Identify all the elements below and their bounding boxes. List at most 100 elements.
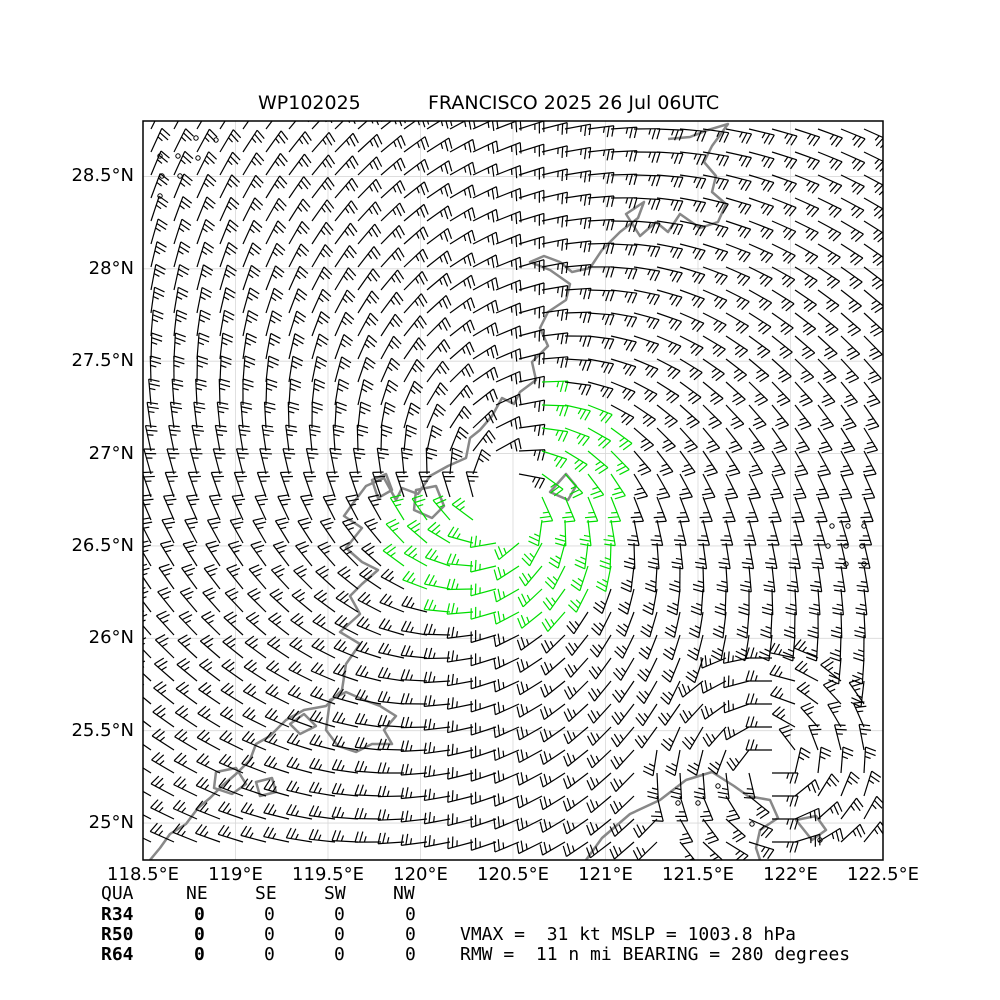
wind-barb <box>748 795 770 819</box>
wind-barb <box>542 588 566 611</box>
wind-barb <box>794 450 809 477</box>
wind-barb <box>161 517 176 544</box>
wind-barb <box>725 335 749 358</box>
wind-barb <box>263 826 290 843</box>
calm-wind-marker <box>843 561 849 567</box>
wind-barb <box>334 311 355 337</box>
wind-barb <box>380 269 405 291</box>
wind-barb <box>334 245 357 268</box>
wind-barb <box>380 135 406 153</box>
wind-barb <box>288 176 312 199</box>
wind-barb <box>587 242 615 255</box>
calm-wind-marker <box>675 800 681 806</box>
wind-barb <box>493 565 520 581</box>
wind-barb <box>259 448 272 475</box>
wind-barb <box>725 220 752 239</box>
calm-wind-marker <box>861 523 867 529</box>
wind-barb <box>426 339 451 360</box>
wind-barb <box>656 312 683 331</box>
table-cell: 0 <box>405 924 416 945</box>
wind-barb <box>679 841 696 860</box>
wind-barb <box>470 606 497 620</box>
wind-barb <box>702 197 729 214</box>
calm-wind-marker <box>213 137 219 143</box>
wind-barb <box>472 186 499 200</box>
wind-barb <box>389 494 405 521</box>
wind-barb <box>836 519 850 546</box>
wind-barb <box>173 196 193 222</box>
wind-barb <box>633 289 660 306</box>
wind-barb <box>794 197 820 218</box>
wind-barb <box>470 768 497 782</box>
wind-barb <box>723 675 750 689</box>
wind-barb <box>758 634 773 662</box>
wind-barb <box>242 152 265 176</box>
wind-barb <box>182 540 198 567</box>
wind-barb <box>219 121 226 130</box>
wind-barb <box>317 541 336 567</box>
wind-barb <box>240 401 253 429</box>
wind-barb <box>355 640 382 659</box>
wind-barb <box>679 473 693 500</box>
wind-barb <box>679 427 698 453</box>
wind-barb <box>309 734 336 751</box>
wind-barb <box>150 332 163 360</box>
wind-barb <box>516 794 543 809</box>
wind-barb <box>201 611 221 636</box>
wind-barb <box>400 787 428 800</box>
wind-barb <box>377 714 405 728</box>
wind-barb <box>379 593 405 613</box>
wind-barb <box>611 703 635 726</box>
wind-barb <box>587 125 615 138</box>
wind-barb <box>817 801 843 820</box>
wind-barb <box>337 566 359 590</box>
wind-barb <box>377 666 405 682</box>
wind-barb <box>518 143 545 157</box>
wind-barb <box>447 767 474 780</box>
wind-barb <box>620 565 635 593</box>
wind-barb <box>311 154 336 176</box>
wind-barb <box>252 517 267 544</box>
wind-barb <box>516 680 543 696</box>
wind-barb <box>702 335 726 358</box>
wind-barb <box>516 772 543 786</box>
wind-barb <box>279 471 293 498</box>
wind-barb <box>333 639 359 659</box>
wind-barb <box>610 404 635 426</box>
wind-barb <box>794 660 819 682</box>
wind-barb <box>380 291 404 314</box>
wind-barb <box>472 449 491 475</box>
wind-barb <box>794 266 818 289</box>
calm-wind-marker <box>749 821 755 827</box>
wind-barb <box>817 746 832 774</box>
wind-barb <box>425 447 438 475</box>
wind-barb <box>334 132 359 153</box>
wind-barb <box>357 156 383 176</box>
wind-barb <box>242 683 267 705</box>
wind-barb <box>771 450 786 477</box>
wind-barb <box>634 726 658 749</box>
table-header-sw: SW <box>324 883 346 904</box>
wind-barb <box>400 669 428 682</box>
wind-barb <box>748 312 772 335</box>
wind-barb <box>712 611 727 639</box>
wind-barb <box>357 121 383 130</box>
wind-barb <box>644 565 658 593</box>
wind-barb <box>679 197 707 213</box>
wind-barb <box>311 378 326 406</box>
wind-barb <box>518 259 545 273</box>
wind-barb <box>736 611 750 639</box>
wind-barb <box>541 122 568 135</box>
wind-barb <box>633 128 661 140</box>
wind-barb <box>586 818 612 836</box>
wind-barb <box>610 358 637 377</box>
wind-barb <box>838 473 853 500</box>
wind-barb <box>150 799 175 820</box>
wind-barb <box>806 634 819 662</box>
wind-barb <box>345 494 359 521</box>
wind-barb <box>270 564 290 590</box>
wind-barb <box>516 657 543 673</box>
wind-barb <box>817 266 841 289</box>
wind-barb <box>305 448 319 475</box>
wind-barb <box>403 181 429 199</box>
